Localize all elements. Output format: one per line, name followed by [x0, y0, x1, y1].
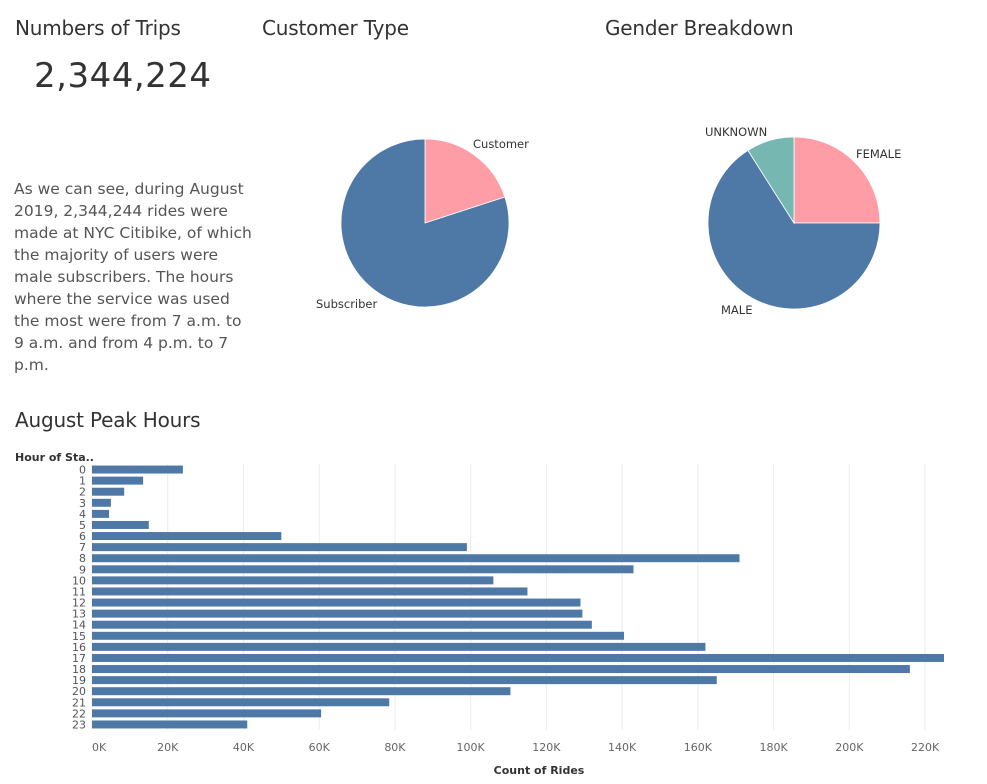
- x-tick-label: 20K: [157, 741, 179, 754]
- pie-slice-unknown[interactable]: [747, 136, 795, 225]
- customer-type-title: Customer Type: [262, 16, 409, 40]
- bar-hour-14[interactable]: [92, 620, 592, 629]
- x-tick-label: 140K: [608, 741, 637, 754]
- y-tick-label: 6: [79, 530, 86, 543]
- y-tick-label: 15: [72, 630, 86, 643]
- y-axis-title: Hour of Sta..: [15, 451, 94, 464]
- y-tick-label: 20: [72, 685, 86, 698]
- y-tick-label: 22: [72, 707, 86, 720]
- bar-hour-10[interactable]: [92, 576, 494, 585]
- x-tick-label: 220K: [911, 741, 940, 754]
- y-tick-label: 8: [79, 552, 86, 565]
- y-tick-label: 16: [72, 641, 86, 654]
- bar-hour-4[interactable]: [92, 509, 110, 518]
- y-tick-label: 9: [79, 563, 86, 576]
- bar-hour-15[interactable]: [92, 631, 625, 640]
- bar-hour-12[interactable]: [92, 598, 581, 607]
- bar-hour-0[interactable]: [92, 465, 183, 474]
- y-tick-label: 10: [72, 574, 86, 587]
- x-tick-label: 200K: [835, 741, 864, 754]
- x-tick-label: 100K: [457, 741, 486, 754]
- description-text: As we can see, during August 2019, 2,344…: [14, 180, 252, 374]
- pie-slice-subscriber[interactable]: [340, 138, 510, 308]
- y-tick-label: 13: [72, 608, 86, 621]
- pie-label-female: FEMALE: [856, 147, 901, 161]
- pie-slice-male[interactable]: [707, 149, 881, 310]
- bar-hour-9[interactable]: [92, 565, 634, 574]
- y-tick-label: 17: [72, 652, 86, 665]
- bar-hour-18[interactable]: [92, 665, 910, 674]
- y-tick-label: 4: [79, 508, 86, 521]
- bar-hour-1[interactable]: [92, 476, 144, 485]
- bar-hour-8[interactable]: [92, 554, 740, 563]
- bar-hour-13[interactable]: [92, 609, 583, 618]
- bar-hour-3[interactable]: [92, 498, 111, 507]
- y-tick-label: 23: [72, 718, 86, 731]
- y-tick-label: 1: [79, 475, 86, 488]
- bar-hour-5[interactable]: [92, 520, 149, 529]
- bar-hour-2[interactable]: [92, 487, 125, 496]
- x-axis-title: Count of Rides: [494, 764, 585, 777]
- y-tick-label: 18: [72, 663, 86, 676]
- pie-label-male: MALE: [721, 303, 752, 317]
- bar-hour-22[interactable]: [92, 709, 322, 718]
- bar-hour-7[interactable]: [92, 543, 467, 552]
- y-tick-label: 11: [72, 585, 86, 598]
- bar-hour-23[interactable]: [92, 720, 248, 729]
- bar-hour-17[interactable]: [92, 653, 944, 662]
- pie-label-unknown: UNKNOWN: [705, 125, 767, 139]
- x-tick-label: 160K: [684, 741, 713, 754]
- y-tick-label: 19: [72, 674, 86, 687]
- x-tick-label: 60K: [309, 741, 331, 754]
- pie-slice-customer[interactable]: [424, 138, 506, 224]
- bar-hour-11[interactable]: [92, 587, 528, 596]
- y-tick-label: 12: [72, 597, 86, 610]
- y-tick-label: 2: [79, 486, 86, 499]
- trips-count: 2,344,224: [34, 56, 212, 96]
- bar-hour-16[interactable]: [92, 642, 706, 651]
- pie-slice-female[interactable]: [793, 136, 881, 224]
- y-tick-label: 0: [79, 464, 86, 477]
- y-tick-label: 7: [79, 541, 86, 554]
- x-tick-label: 80K: [384, 741, 406, 754]
- pie-label-subscriber: Subscriber: [316, 297, 378, 311]
- y-tick-label: 5: [79, 519, 86, 532]
- bar-hour-19[interactable]: [92, 676, 717, 685]
- gender-breakdown-title: Gender Breakdown: [605, 16, 794, 40]
- x-tick-label: 40K: [233, 741, 255, 754]
- x-tick-label: 0K: [92, 741, 107, 754]
- x-tick-label: 120K: [532, 741, 561, 754]
- y-tick-label: 21: [72, 696, 86, 709]
- peak-hours-title: August Peak Hours: [15, 408, 201, 432]
- bar-hour-21[interactable]: [92, 698, 390, 707]
- trips-title: Numbers of Trips: [15, 16, 181, 40]
- x-tick-label: 180K: [759, 741, 788, 754]
- y-tick-label: 3: [79, 497, 86, 510]
- y-tick-label: 14: [72, 619, 86, 632]
- bar-hour-6[interactable]: [92, 532, 282, 541]
- pie-label-customer: Customer: [473, 137, 529, 151]
- bar-hour-20[interactable]: [92, 687, 511, 696]
